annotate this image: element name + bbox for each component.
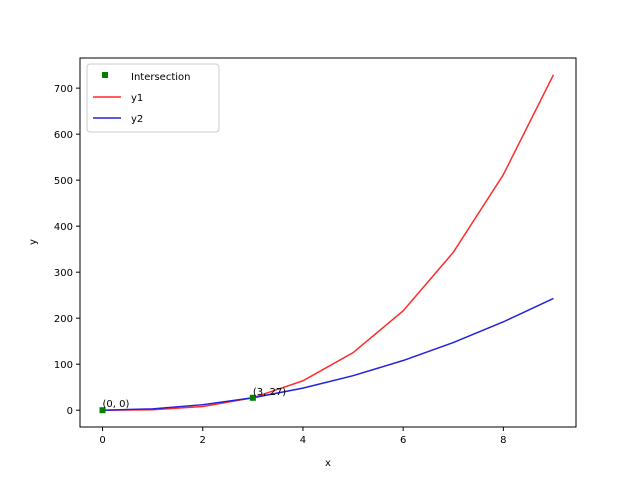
legend-label-y1: y1 [131, 93, 143, 104]
y-tick-label: 400 [54, 222, 73, 233]
legend: Intersection y1 y2 [86, 63, 220, 133]
x-axis: 0 2 4 6 8 [99, 427, 507, 446]
y-axis-label: y [28, 239, 39, 245]
intersection-annotation: (0, 0) [103, 399, 130, 410]
legend-box [86, 63, 220, 133]
y-tick-label: 200 [54, 314, 73, 325]
intersection-annotation: (3, 27) [253, 387, 286, 398]
y-tick-label: 0 [67, 406, 73, 417]
x-tick-label: 6 [400, 435, 406, 446]
y-tick-label: 700 [54, 84, 73, 95]
y-tick-label: 300 [54, 268, 73, 279]
y-axis: 0 100 200 300 400 500 600 700 [54, 84, 80, 417]
y-tick-label: 600 [54, 130, 73, 141]
x-tick-label: 8 [500, 435, 506, 446]
y-tick-label: 500 [54, 176, 73, 187]
series-line-y2 [102, 297, 554, 411]
legend-label-y2: y2 [131, 114, 143, 125]
x-tick-label: 0 [99, 435, 105, 446]
plot-area-frame [79, 57, 577, 428]
legend-label-intersection: Intersection [131, 72, 191, 83]
x-axis-label: x [325, 458, 331, 469]
x-tick-label: 4 [300, 435, 306, 446]
intersection-point [99, 407, 106, 414]
intersection-point [249, 394, 256, 401]
series-layer [102, 74, 555, 411]
intersection-layer: (0, 0) (3, 27) [99, 387, 286, 414]
legend-marker-intersection [102, 72, 108, 78]
series-line-y1 [102, 74, 555, 411]
x-tick-label: 2 [200, 435, 206, 446]
y-tick-label: 100 [54, 360, 73, 371]
